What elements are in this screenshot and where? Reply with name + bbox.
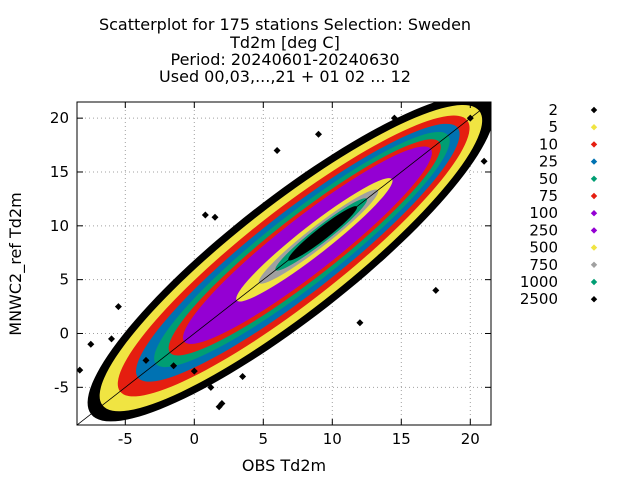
outlier-point [77,366,84,374]
outlier-point [201,211,209,219]
chart-title: Scatterplot for 175 stations Selection: … [99,15,471,86]
legend-label: 750 [529,256,558,274]
title-line-2: Td2m [deg C] [229,33,340,52]
x-axis-label: OBS Td2m [242,456,326,475]
legend-label: 5 [548,118,558,136]
title-line-4: Used 00,03,...,21 + 01 02 ... 12 [159,67,411,86]
legend-label: 1000 [520,273,558,291]
y-tick-label: 10 [50,217,69,235]
legend-marker [590,124,598,131]
legend-label: 500 [529,239,558,257]
legend-marker [590,227,598,234]
title-line-3: Period: 20240601-20240630 [170,50,399,69]
y-tick-label: -5 [54,378,69,396]
y-tick-label: 0 [59,324,69,342]
y-tick-label: 20 [50,109,69,127]
outlier-point [190,367,198,375]
outlier-point [390,114,398,122]
outlier-point [218,399,226,407]
y-tick-label: 15 [50,163,69,181]
legend-marker [590,175,598,182]
legend-label: 100 [529,204,558,222]
legend-marker [590,278,598,286]
legend-label: 250 [529,221,558,239]
outlier-point [170,362,178,370]
one-to-one-line [77,102,491,425]
legend-marker [590,141,598,148]
legend-marker [590,158,598,165]
outlier-point [356,319,364,327]
legend-marker [590,261,598,268]
outlier-point [207,383,215,391]
outlier-point [273,146,281,154]
x-tick-label: 20 [461,430,480,448]
axis-ticks: -5 0 5 10 15 20 -5 0 5 10 15 20 [50,102,491,448]
outlier-points [77,114,488,411]
legend-marker [590,210,598,217]
outlier-point [211,213,219,221]
legend-label: 10 [539,135,558,153]
outlier-point [432,286,440,294]
y-tick-label: 5 [59,271,69,289]
outlier-point [87,340,95,348]
outlier-point [315,130,322,138]
legend-marker [590,296,598,303]
title-line-1: Scatterplot for 175 stations Selection: … [99,15,471,34]
outlier-point [114,303,122,311]
diagonal-line [77,102,491,425]
y-axis-label: MNWC2_ref Td2m [6,192,26,335]
legend-marker [590,244,598,251]
legend-label: 50 [539,170,558,188]
outlier-point [239,373,247,381]
outlier-point [142,356,150,364]
plot-frame [76,101,492,426]
x-tick-label: 15 [392,430,411,448]
x-tick-label: 0 [190,430,200,448]
outlier-point [480,157,488,165]
legend-marker [590,192,598,200]
legend-label: 2 [548,101,558,119]
outlier-point [108,335,115,343]
legend-label: 75 [539,187,558,205]
legend-label: 2500 [520,290,558,308]
x-tick-label: 10 [323,430,342,448]
x-tick-label: -5 [118,430,133,448]
legend-label: 25 [539,153,558,171]
x-tick-label: 5 [259,430,269,448]
legend-marker [590,106,598,114]
